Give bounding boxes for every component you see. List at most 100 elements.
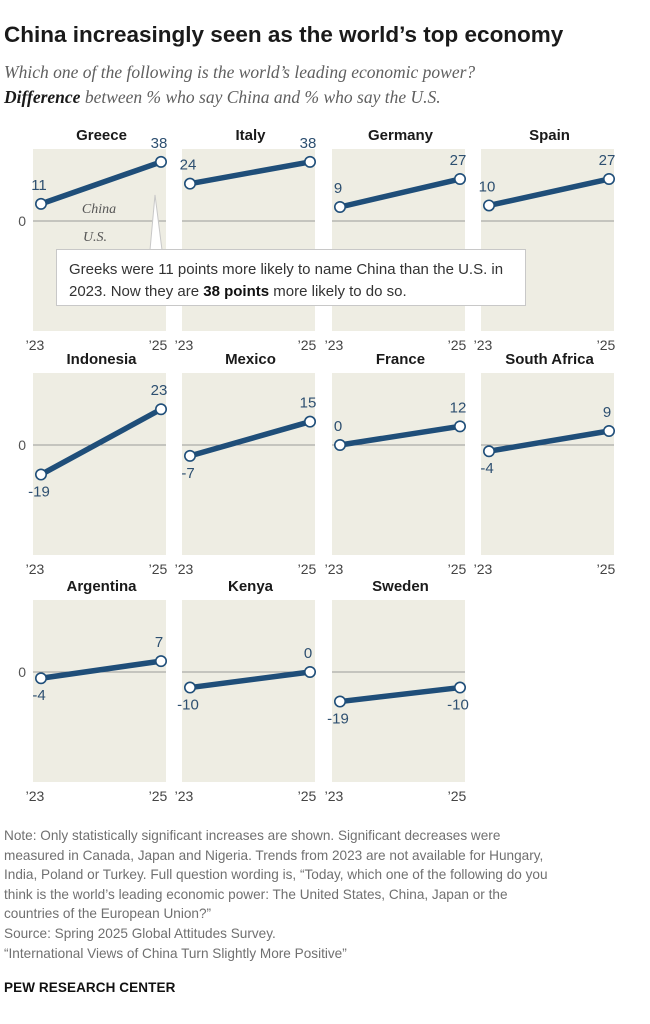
area-label-us: U.S. — [83, 230, 107, 245]
x-tick-2023: ’23 — [26, 788, 45, 804]
notes-block: Note: Only statistically significant inc… — [4, 826, 644, 963]
annotation-text-before: Greeks were 11 points more likely to nam… — [69, 261, 504, 300]
source-line: Source: Spring 2025 Global Attitudes Sur… — [4, 925, 276, 941]
value-label-2023-sweden: -19 — [327, 711, 349, 728]
panel-title-france: France — [376, 351, 425, 368]
point-2025-france — [453, 420, 466, 433]
point-2025-sweden — [453, 681, 466, 694]
panel-title-greece: Greece — [76, 127, 127, 144]
point-2023-sweden — [333, 695, 346, 708]
x-tick-2025: ’25 — [448, 561, 467, 577]
x-tick-2025: ’25 — [298, 788, 317, 804]
point-2025-kenya — [303, 665, 316, 678]
small-multiples-chart: Greece 0 ’23 ’25 11 38 China U.S. Italy ’23 ’25 24 3… — [18, 127, 616, 804]
x-tick-2025: ’25 — [597, 337, 616, 353]
annotation-text-after: more likely to do so. — [269, 282, 407, 300]
point-2025-mexico — [303, 415, 316, 428]
note-line: think is the world’s leading economic po… — [4, 886, 508, 902]
point-2025-spain — [602, 173, 615, 186]
x-tick-2023: ’23 — [325, 788, 344, 804]
value-label-2023-greece: 11 — [31, 177, 47, 194]
trend-line-germany — [337, 176, 463, 210]
panel-title-spain: Spain — [529, 127, 570, 144]
panel-title-kenya: Kenya — [228, 578, 274, 595]
panel-title-germany: Germany — [368, 127, 434, 144]
zero-tick-label: 0 — [18, 664, 26, 680]
x-tick-2025: ’25 — [149, 561, 168, 577]
subtitle-emphasis: Difference — [4, 87, 81, 107]
panel-argentina — [33, 600, 166, 782]
x-tick-2025: ’25 — [149, 337, 168, 353]
x-tick-2023: ’23 — [175, 788, 194, 804]
value-label-2025-sweden: -10 — [447, 697, 469, 714]
zero-tick-label: 0 — [18, 437, 26, 453]
x-tick-2025: ’25 — [448, 788, 467, 804]
chart-title: China increasingly seen as the world’s t… — [4, 22, 564, 47]
point-2025-south-africa — [602, 425, 615, 438]
point-2025-indonesia — [155, 403, 168, 416]
chart-subtitle-difference: Difference between % who say China and %… — [4, 87, 441, 108]
chart-subtitle-question: Which one of the following is the world’… — [4, 62, 476, 82]
point-2023-mexico — [184, 449, 197, 462]
trend-line-south-africa — [486, 428, 612, 454]
point-2023-south-africa — [482, 445, 495, 458]
x-tick-2025: ’25 — [149, 788, 168, 804]
note-line: countries of the European Union?” — [4, 906, 212, 922]
point-2025-argentina — [155, 655, 168, 668]
value-label-2025-mexico: 15 — [300, 395, 317, 412]
value-label-2023-spain: 10 — [479, 178, 496, 195]
point-2025-italy — [303, 155, 316, 168]
panel-title-mexico: Mexico — [225, 351, 276, 368]
value-label-2025-indonesia: 23 — [151, 382, 168, 399]
x-tick-2025: ’25 — [448, 337, 467, 353]
x-tick-2025: ’25 — [597, 561, 616, 577]
trend-line-spain — [486, 176, 612, 209]
value-label-2023-germany: 9 — [334, 180, 342, 197]
point-2023-greece — [34, 197, 47, 210]
trend-line-sweden — [337, 684, 463, 705]
panel-title-sweden: Sweden — [372, 578, 429, 595]
x-tick-2025: ’25 — [298, 337, 317, 353]
pew-logo-text: PEW RESEARCH CENTER — [4, 980, 176, 995]
panel-kenya — [182, 600, 315, 782]
point-2023-argentina — [34, 672, 47, 685]
value-label-2023-indonesia: -19 — [28, 484, 50, 501]
point-2023-france — [333, 438, 346, 451]
greece-annotation: Greeks were 11 points more likely to nam… — [56, 249, 526, 306]
point-2023-germany — [333, 201, 346, 214]
trend-line-kenya — [187, 669, 313, 691]
panel-title-indonesia: Indonesia — [66, 351, 137, 368]
annotation-pointer — [149, 194, 163, 251]
x-tick-2025: ’25 — [298, 561, 317, 577]
point-2023-spain — [482, 199, 495, 212]
annotation-text-bold: 38 points — [203, 282, 270, 300]
value-label-2025-argentina: 7 — [155, 634, 163, 651]
report-title-line: “International Views of China Turn Sligh… — [4, 945, 347, 961]
note-line: measured in Canada, Japan and Nigeria. T… — [4, 847, 544, 863]
trend-line-greece — [38, 159, 164, 207]
value-label-2025-germany: 27 — [450, 152, 467, 169]
value-label-2025-kenya: 0 — [304, 645, 312, 662]
value-label-2023-kenya: -10 — [177, 697, 199, 714]
value-label-2025-greece: 38 — [151, 135, 168, 152]
x-tick-2023: ’23 — [26, 337, 45, 353]
value-label-2023-france: 0 — [334, 418, 342, 435]
point-2025-greece — [155, 155, 168, 168]
panel-france — [332, 373, 465, 555]
zero-tick-label: 0 — [18, 213, 26, 229]
panel-title-south-africa: South Africa — [505, 351, 594, 368]
x-tick-2023: ’23 — [175, 337, 194, 353]
value-label-2023-south-africa: -4 — [480, 460, 493, 477]
trend-line-indonesia — [38, 406, 164, 478]
trend-line-france — [337, 423, 463, 448]
point-2023-italy — [184, 177, 197, 190]
panel-indonesia — [33, 373, 166, 555]
panel-south-africa — [481, 373, 614, 555]
value-label-2025-south-africa: 9 — [603, 404, 611, 421]
note-line: Note: Only statistically significant inc… — [4, 828, 501, 843]
panel-title-italy: Italy — [235, 127, 266, 144]
x-tick-2023: ’23 — [474, 337, 493, 353]
panel-mexico — [182, 373, 315, 555]
trend-line-italy — [187, 159, 313, 187]
subtitle-rest: between % who say China and % who say th… — [80, 87, 441, 107]
